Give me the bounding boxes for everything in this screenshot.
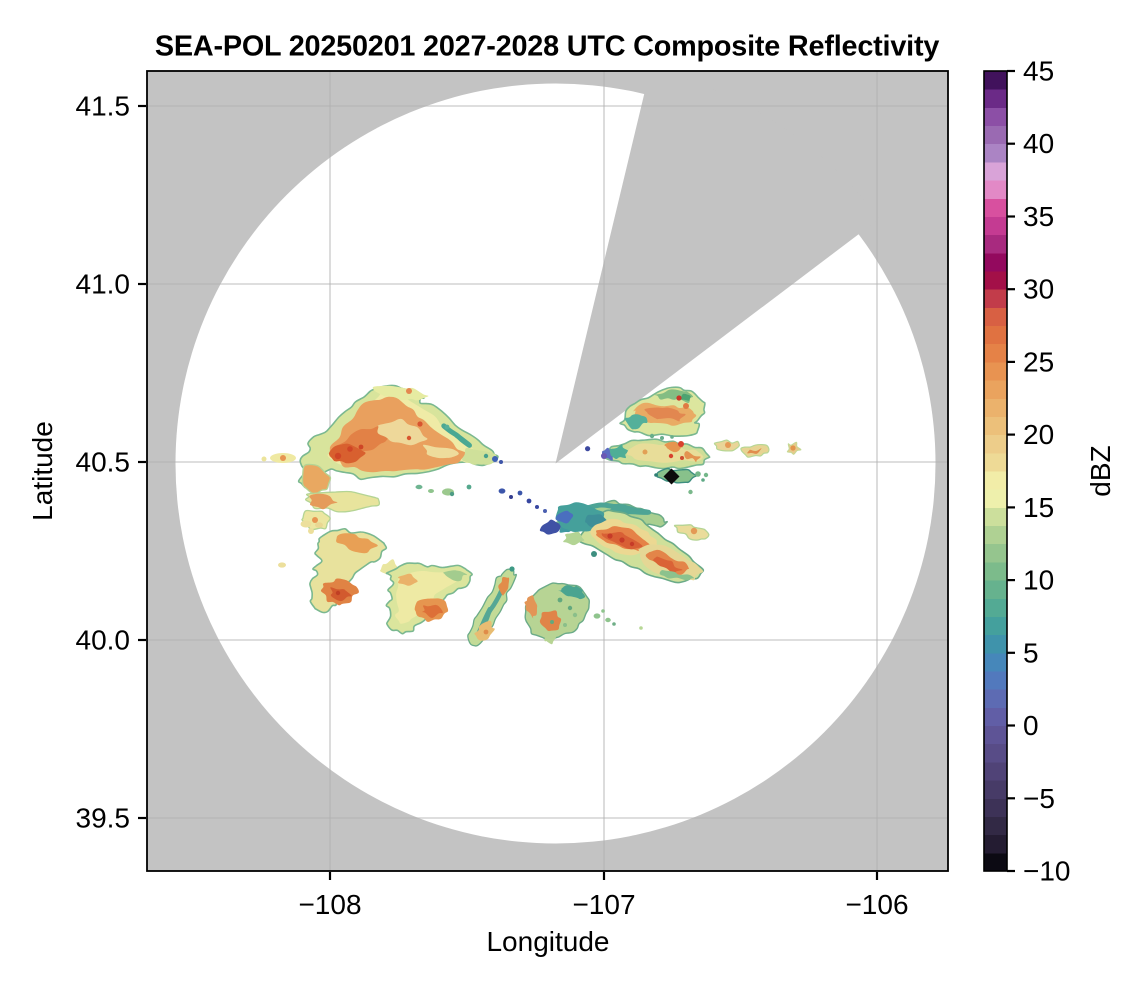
svg-text:0: 0 (1023, 710, 1039, 741)
svg-text:−5: −5 (1023, 783, 1055, 814)
svg-text:30: 30 (1023, 274, 1054, 305)
svg-text:45: 45 (1023, 56, 1054, 87)
svg-text:20: 20 (1023, 419, 1054, 450)
svg-text:41.0: 41.0 (76, 269, 131, 300)
svg-text:25: 25 (1023, 346, 1054, 377)
svg-text:SEA-POL 20250201 2027-2028 UTC: SEA-POL 20250201 2027-2028 UTC Composite… (155, 31, 940, 63)
svg-text:41.5: 41.5 (76, 91, 131, 122)
svg-text:40.5: 40.5 (76, 447, 131, 478)
svg-text:40.0: 40.0 (76, 625, 131, 656)
svg-text:5: 5 (1023, 637, 1039, 668)
svg-text:10: 10 (1023, 565, 1054, 596)
svg-text:Latitude: Latitude (27, 421, 58, 521)
svg-text:39.5: 39.5 (76, 803, 131, 834)
svg-text:Longitude: Longitude (486, 926, 609, 957)
svg-text:−108: −108 (298, 889, 361, 920)
svg-text:−107: −107 (572, 889, 635, 920)
svg-text:−106: −106 (845, 889, 908, 920)
svg-text:40: 40 (1023, 128, 1054, 159)
svg-text:35: 35 (1023, 201, 1054, 232)
svg-text:dBZ: dBZ (1085, 445, 1116, 496)
svg-text:−10: −10 (1023, 856, 1071, 887)
svg-text:15: 15 (1023, 492, 1054, 523)
